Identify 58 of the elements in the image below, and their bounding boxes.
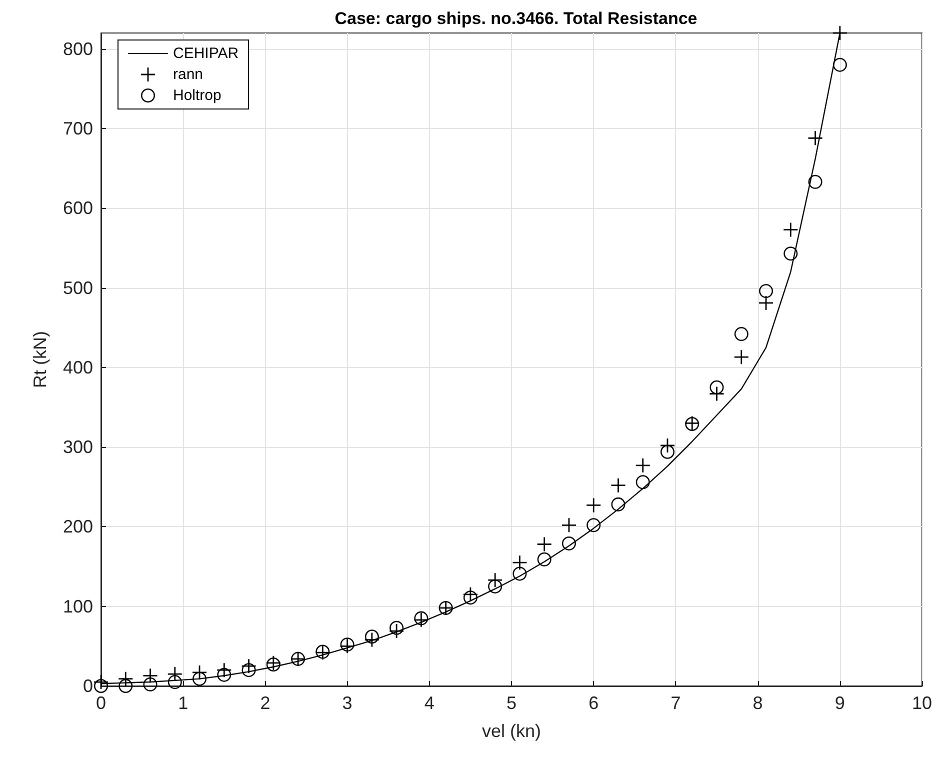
point [611, 478, 626, 492]
y-tick-label: 400 [62, 357, 93, 378]
point [636, 475, 650, 490]
point [118, 679, 133, 693]
point [660, 444, 674, 459]
x-tick-label: 8 [752, 693, 763, 713]
point [168, 675, 182, 690]
x-tick-label: 9 [834, 693, 845, 713]
x-tick-label: 2 [260, 693, 270, 713]
point [512, 556, 527, 570]
point [710, 380, 724, 394]
x-axis-title: vel (kn) [482, 721, 542, 741]
point [537, 552, 552, 566]
point [143, 677, 158, 692]
x-tick-label: 10 [912, 693, 932, 713]
x-tick-label: 0 [96, 693, 106, 713]
point [611, 497, 626, 512]
y-tick-label: 200 [62, 516, 93, 537]
y-tick-label: 800 [62, 38, 93, 59]
point [784, 222, 798, 237]
point [390, 620, 404, 635]
point [636, 458, 650, 472]
x-tick-label: 4 [424, 693, 434, 713]
point [734, 350, 748, 364]
point [784, 246, 798, 261]
legend-label: Holtrop [173, 87, 222, 104]
point [488, 579, 502, 594]
y-tick-label: 300 [62, 437, 93, 458]
point [734, 327, 748, 342]
point [537, 537, 552, 552]
point [562, 536, 576, 550]
point [192, 672, 207, 686]
point [586, 518, 601, 532]
x-tick-label: 5 [506, 693, 517, 713]
point [94, 679, 108, 693]
x-tick-label: 1 [178, 693, 188, 713]
legend-label: rann [173, 66, 204, 83]
point [512, 566, 527, 581]
legend-label: CEHIPAR [173, 45, 239, 62]
point [463, 590, 478, 605]
point [217, 668, 232, 682]
point [242, 663, 256, 678]
point [586, 498, 601, 512]
y-tick-label: 500 [62, 278, 93, 298]
point [832, 58, 847, 72]
y-axis-title: Rt (kN) [30, 331, 50, 388]
x-tick-label: 7 [670, 693, 681, 713]
x-tick-label: 3 [342, 693, 352, 713]
y-tick-label: 600 [62, 198, 93, 218]
point [808, 174, 822, 189]
y-tick-label: 700 [62, 118, 93, 139]
point [808, 131, 822, 146]
point [759, 284, 773, 298]
y-tick-label: 100 [62, 596, 93, 616]
chart-title: Case: cargo ships. no.3466. Total Resistance [334, 9, 698, 28]
point [364, 630, 379, 644]
y-tick-label: 0 [82, 676, 93, 696]
x-tick-label: 6 [588, 693, 599, 713]
